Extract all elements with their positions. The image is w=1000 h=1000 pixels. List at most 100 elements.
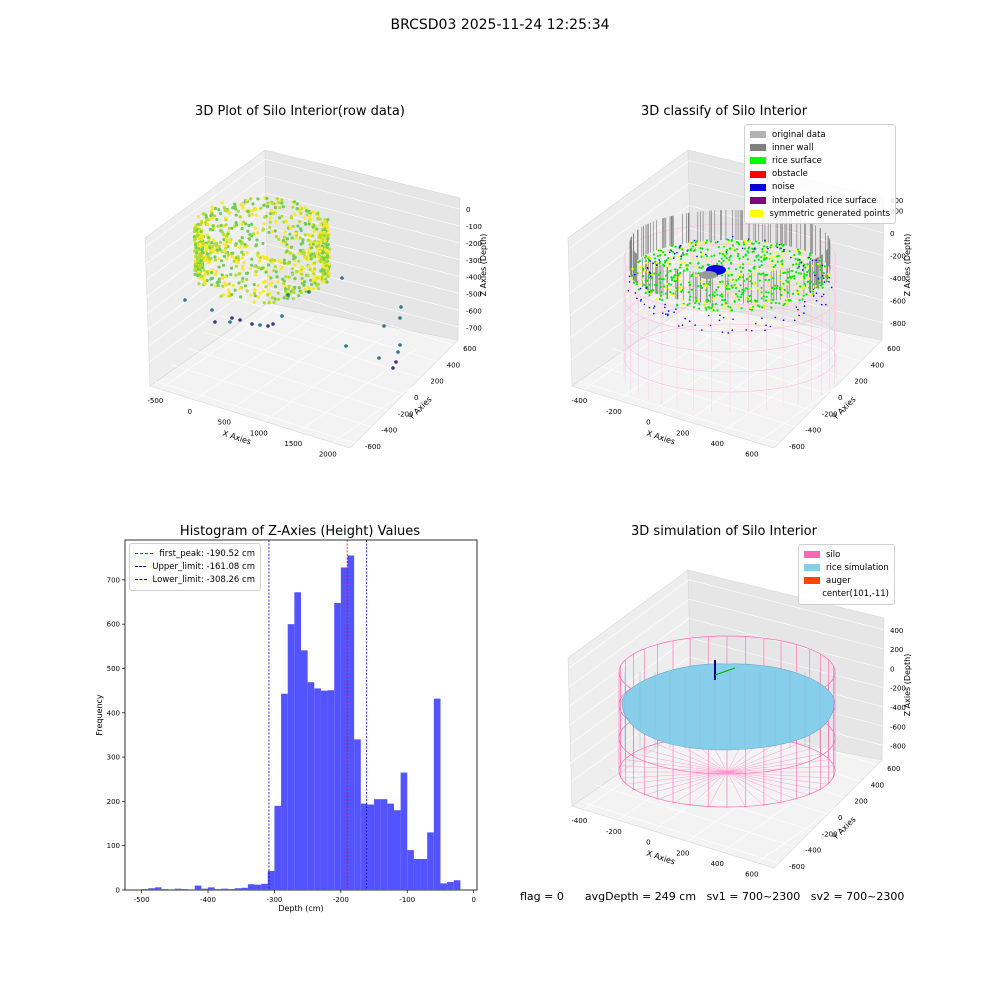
rice-surface-point xyxy=(748,269,751,272)
rice-surface-point xyxy=(752,242,755,245)
raw-point xyxy=(193,259,197,263)
rice-surface-point xyxy=(720,250,723,253)
noise-point xyxy=(802,265,805,267)
rice-surface-point xyxy=(704,241,708,244)
raw-point xyxy=(251,208,255,212)
raw-point xyxy=(303,233,307,237)
noise-point xyxy=(822,277,825,279)
classify-legend-entry: rice surface xyxy=(750,154,890,167)
raw-point xyxy=(224,237,228,241)
rice-surface-point xyxy=(741,291,744,294)
raw-point xyxy=(301,238,305,242)
raw-point xyxy=(247,223,251,228)
raw-point xyxy=(314,251,318,255)
silo-floor-line xyxy=(633,753,728,773)
histogram-xtick-label: -300 xyxy=(266,896,282,904)
classify-legend-entry: obstacle xyxy=(750,168,890,181)
raw-point xyxy=(293,277,297,281)
rice-surface-point xyxy=(819,268,822,272)
rice-surface-point xyxy=(782,243,785,247)
rice-surface-point xyxy=(667,282,671,285)
classify-ztick: -600 xyxy=(890,298,906,306)
histogram-bar xyxy=(148,888,155,890)
raw-point xyxy=(265,196,269,201)
rice-surface-point xyxy=(722,259,725,263)
rice-surface-point xyxy=(781,250,784,253)
raw-point xyxy=(261,241,265,246)
raw-point xyxy=(215,217,219,222)
raw-xtick: 1500 xyxy=(284,440,302,448)
raw-point xyxy=(204,254,208,258)
legend-label: interpolated rice surface xyxy=(772,195,877,206)
rice-surface-point xyxy=(741,263,745,266)
noise-point xyxy=(693,239,696,242)
legend-line-swatch xyxy=(135,579,147,581)
rice-surface-point xyxy=(734,268,738,271)
raw-point xyxy=(217,277,221,281)
rice-surface-point xyxy=(698,302,701,305)
rice-surface-point xyxy=(658,277,661,281)
raw-ytick: 400 xyxy=(447,361,460,369)
histogram-bar xyxy=(221,888,228,890)
rice-surface-point xyxy=(725,271,728,274)
raw-point xyxy=(313,276,317,280)
raw-point xyxy=(291,287,295,292)
noise-point xyxy=(783,248,785,251)
raw-point xyxy=(229,272,233,277)
rice-surface-point xyxy=(713,291,716,294)
histogram-bar xyxy=(241,887,248,890)
raw-point xyxy=(224,246,228,250)
raw-point xyxy=(218,211,223,216)
rice-surface-point xyxy=(766,250,769,254)
histogram-bar xyxy=(334,602,341,890)
rice-surface-point xyxy=(715,288,718,292)
raw-point xyxy=(310,234,315,238)
raw-point xyxy=(264,285,268,289)
raw-point xyxy=(208,260,212,264)
raw-point xyxy=(344,344,348,348)
rice-surface-point xyxy=(678,255,681,258)
rice-surface-point xyxy=(802,294,805,297)
rice-surface-point xyxy=(803,277,806,280)
rice-surface-point xyxy=(647,274,650,277)
raw-point xyxy=(289,245,294,249)
rice-surface-point xyxy=(796,267,799,270)
avg-depth-text: avgDepth = 249 cm xyxy=(584,890,697,903)
legend-label: rice surface xyxy=(772,155,822,166)
noise-point xyxy=(650,275,652,278)
classify-ytick: 600 xyxy=(887,345,900,353)
raw-point xyxy=(252,232,256,236)
rice-surface-point xyxy=(776,255,779,258)
noise-point xyxy=(767,247,769,250)
raw-point xyxy=(285,237,290,241)
legend-line-swatch xyxy=(135,566,147,568)
noise-point xyxy=(761,317,763,319)
rice-surface-point xyxy=(700,266,703,269)
noise-point xyxy=(640,300,642,302)
noise-point xyxy=(754,322,757,325)
rice-surface-point xyxy=(770,255,773,258)
raw-point xyxy=(322,275,326,280)
raw-point xyxy=(240,256,245,260)
rice-surface-point xyxy=(737,277,740,281)
raw-point xyxy=(217,244,221,249)
raw-point xyxy=(240,226,244,231)
rice-surface-point xyxy=(738,276,742,279)
raw-point xyxy=(224,209,229,213)
rice-surface-point xyxy=(644,291,647,294)
raw-ztick: 0 xyxy=(466,206,470,214)
simulation-ztick: 0 xyxy=(890,665,894,673)
classify-ztick: 0 xyxy=(890,230,894,238)
rice-surface-point xyxy=(659,294,662,297)
rice-surface-point xyxy=(667,287,671,291)
rice-surface-point xyxy=(744,286,747,290)
rice-surface-point xyxy=(736,254,740,258)
classify-legend-entry: interpolated rice surface xyxy=(750,194,890,207)
rice-surface-point xyxy=(774,301,777,305)
rice-surface-point xyxy=(770,263,773,266)
histogram-xtick-label: 0 xyxy=(471,896,475,904)
raw-ztick: -500 xyxy=(466,291,482,299)
rice-surface-point xyxy=(694,265,697,268)
raw-point xyxy=(199,229,203,234)
rice-surface-point xyxy=(702,241,706,244)
